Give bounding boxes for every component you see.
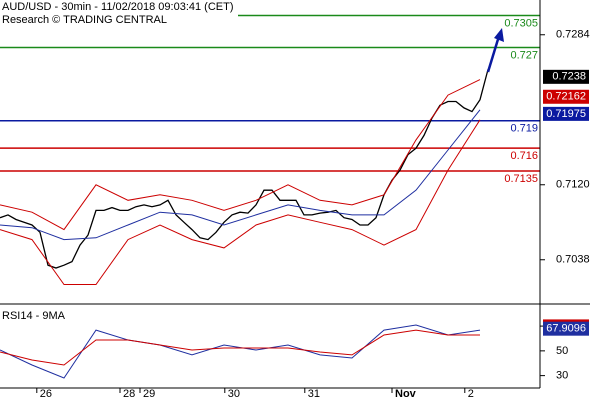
y-tick-label: 0.7120: [556, 179, 590, 191]
chart-subtitle: Research © TRADING CENTRAL: [2, 14, 167, 26]
value-marker: [543, 106, 589, 121]
level-label: 0.7305: [504, 17, 538, 29]
value-marker: [543, 321, 589, 336]
y-tick-label: 0.7038: [556, 254, 590, 266]
x-tick-label: 26: [40, 388, 52, 400]
level-label: 0.727: [510, 49, 538, 61]
value-marker: [543, 69, 589, 84]
level-label: 0.7135: [504, 173, 538, 185]
value-marker-label: 0.7238: [552, 71, 586, 83]
level-label-bg: [500, 49, 538, 62]
x-tick-label: 30: [228, 388, 240, 400]
forecast-arrow: [486, 35, 501, 73]
value-marker-label: 67.9096: [546, 323, 586, 335]
chart-title: AUD/USD - 30min - 11/02/2018 09:03:41 (C…: [2, 1, 234, 13]
level-label-bg: [500, 150, 538, 163]
value-marker-label: 0.72162: [546, 91, 586, 103]
y-tick-label: 30: [556, 370, 568, 382]
header-bg: [0, 0, 238, 26]
value-marker-label: 0.71975: [546, 108, 586, 120]
y-tick-label: 50: [556, 345, 568, 357]
value-marker: [543, 89, 589, 104]
rsi-title: RSI14 - 9MA: [2, 310, 66, 322]
x-tick-label: 28: [123, 388, 135, 400]
level-label-bg: [500, 17, 538, 30]
rsi-title-bg: [0, 309, 68, 322]
series-line: [0, 109, 481, 241]
forecast-arrow-head: [494, 28, 504, 42]
series-line: [0, 329, 480, 366]
x-tick-label: 31: [308, 388, 320, 400]
series-line: [0, 119, 481, 285]
x-tick-label: Nov: [395, 388, 417, 400]
x-tick-label: 2: [468, 388, 474, 400]
x-tick-label: 29: [143, 388, 155, 400]
level-label-bg: [500, 173, 538, 186]
series-line: [0, 79, 481, 231]
level-label: 0.719: [510, 123, 538, 135]
level-label: 0.716: [510, 150, 538, 162]
y-tick-label: 0.7284: [556, 29, 590, 41]
level-label-bg: [500, 122, 538, 135]
series-line: [0, 69, 489, 269]
